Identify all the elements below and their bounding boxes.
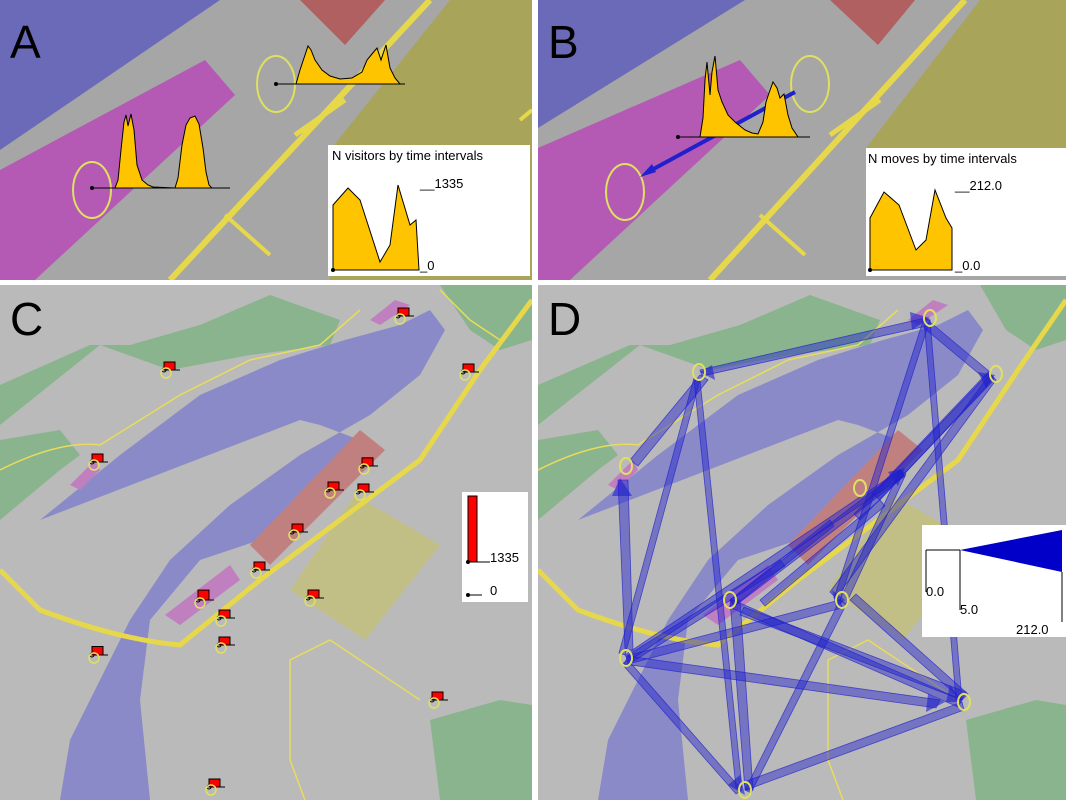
legend-c: 1335 0: [462, 492, 528, 602]
time-histogram: [90, 113, 230, 190]
water-area: [40, 310, 445, 800]
road: [289, 639, 421, 800]
place-marker: [215, 642, 227, 654]
red-area: [830, 0, 915, 45]
place-marker: [358, 463, 370, 475]
pink-area: [0, 60, 235, 280]
water-area: [0, 0, 220, 150]
place-marker: [324, 487, 336, 499]
panel-label: C: [10, 293, 43, 345]
place-marker: [790, 55, 830, 113]
time-histogram: [274, 44, 405, 86]
pink-area: [70, 460, 100, 490]
road: [707, 0, 968, 280]
legend-b: N moves by time intervals __212.0 _0.0: [866, 148, 1066, 276]
legend-mid: 5.0: [960, 602, 978, 617]
place-marker: [354, 489, 366, 501]
panel-d: 0.0 5.0 212.0 D: [538, 285, 1066, 800]
move-arrow-head: [640, 164, 656, 177]
place-marker: [288, 529, 300, 541]
place-marker: [394, 313, 406, 325]
place-marker: [459, 369, 471, 381]
legend-min: _0: [419, 258, 434, 273]
road: [0, 298, 532, 648]
legend-title: N visitors by time intervals: [332, 148, 483, 163]
legend-max: 212.0: [1016, 622, 1049, 637]
red-area: [250, 430, 385, 565]
road: [538, 309, 899, 471]
legend-title: N moves by time intervals: [868, 151, 1017, 166]
legend-d: 0.0 5.0 212.0: [922, 525, 1066, 637]
green-area: [0, 295, 340, 425]
water-area: [538, 0, 745, 128]
road: [758, 213, 807, 257]
green-area: [430, 700, 532, 800]
legend-max: 1335: [490, 550, 519, 565]
place-marker: [88, 459, 100, 471]
olive-area: [290, 495, 440, 640]
panel-c: 1335 0 C: [0, 285, 532, 800]
flow-arrows: [617, 317, 997, 795]
road: [223, 213, 272, 257]
panel-label: B: [548, 16, 579, 68]
road: [439, 289, 501, 341]
legend-max: __212.0: [954, 178, 1002, 193]
place-marker: [304, 595, 316, 607]
place-marker: [88, 652, 100, 664]
road: [293, 97, 347, 138]
pink-area: [370, 300, 410, 325]
place-markers: [619, 309, 1003, 799]
place-marker: [250, 567, 262, 579]
legend-min: _0.0: [954, 258, 980, 273]
panel-a: N visitors by time intervals __1335 _0 A: [0, 0, 532, 280]
place-marker: [72, 161, 112, 219]
panel-label: D: [548, 293, 581, 345]
place-marker: [194, 597, 206, 609]
flow-arrow-heads: [612, 312, 995, 795]
legend-a: N visitors by time intervals __1335 _0: [328, 145, 530, 276]
road: [538, 298, 1066, 648]
time-histogram: [676, 55, 810, 139]
pink-area: [608, 460, 638, 490]
road: [827, 639, 959, 800]
legend-min: 0.0: [926, 584, 944, 599]
legend-bar: [467, 495, 478, 563]
place-bars: [88, 307, 479, 796]
road: [828, 97, 882, 138]
panel-label: A: [10, 16, 41, 68]
place-marker: [160, 367, 172, 379]
road: [518, 108, 532, 122]
pink-area: [703, 565, 778, 625]
green-area: [538, 430, 618, 520]
panel-b: N moves by time intervals __212.0 _0.0 B: [538, 0, 1066, 280]
green-area: [0, 430, 80, 520]
place-marker: [428, 697, 440, 709]
place-marker: [215, 615, 227, 627]
water-area: [578, 310, 983, 800]
green-area: [966, 700, 1066, 800]
place-marker: [605, 163, 645, 221]
flow-width-wedge: [960, 530, 1062, 572]
road: [0, 309, 361, 471]
legend-min: 0: [490, 583, 497, 598]
place-marker: [205, 784, 217, 796]
red-area: [300, 0, 385, 45]
green-area: [538, 295, 880, 425]
olive-area: [866, 0, 1066, 148]
legend-max: __1335: [419, 176, 463, 191]
